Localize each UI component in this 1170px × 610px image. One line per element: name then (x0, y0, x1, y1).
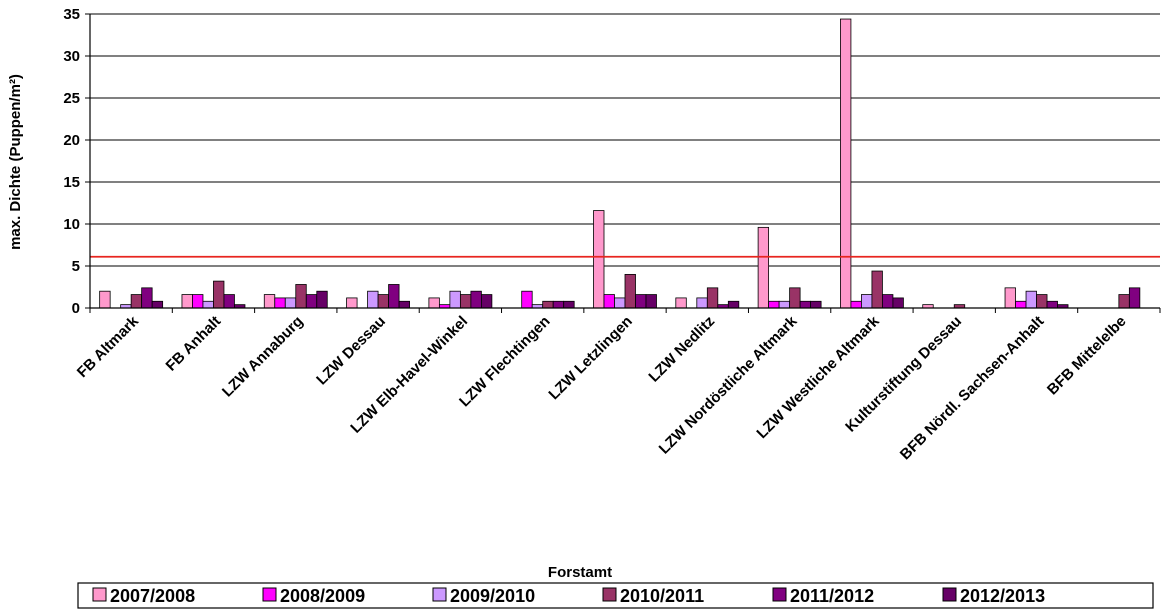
x-tick-label: FB Altmark (74, 312, 143, 381)
bar (1004, 287, 1016, 309)
bar (295, 284, 307, 309)
legend-label: 2010/2011 (620, 586, 704, 606)
bar (1118, 294, 1130, 309)
bar (316, 290, 328, 309)
bar (428, 297, 440, 309)
bar (1128, 287, 1141, 309)
bar (696, 297, 708, 309)
x-tick-label: LZW Nordöstliche Altmark (656, 312, 801, 457)
legend-label: 2012/2013 (960, 586, 1045, 606)
bar (593, 210, 605, 309)
bar (141, 287, 153, 309)
bar (882, 294, 894, 309)
bar (346, 297, 358, 309)
bar (563, 300, 575, 309)
y-tick-label: 15 (63, 174, 80, 191)
bar (778, 300, 791, 309)
bar (521, 290, 533, 309)
bar (871, 270, 883, 309)
axes (89, 14, 1161, 313)
bar (274, 297, 286, 309)
legend-label: 2008/2009 (280, 586, 365, 606)
x-tick-label: BFB Mittelelbe (1044, 313, 1130, 399)
bar (675, 297, 687, 309)
grid (90, 13, 1160, 267)
bar (757, 226, 770, 309)
bar (614, 297, 626, 309)
bar (727, 300, 740, 309)
legend-label: 2011/2012 (790, 586, 874, 606)
legend-label: 2009/2010 (450, 586, 535, 606)
bar (768, 300, 780, 309)
bar (892, 297, 904, 309)
bar (645, 294, 657, 309)
bar (789, 287, 801, 309)
bar (840, 18, 852, 309)
bar (624, 273, 636, 309)
bar (284, 297, 297, 309)
bar (202, 300, 214, 309)
y-tick-label: 5 (72, 258, 80, 275)
bar (263, 294, 276, 309)
y-tick-label: 0 (72, 300, 80, 317)
x-tick-label: LZW Annaburg (219, 313, 307, 401)
y-tick-label: 10 (63, 216, 80, 233)
bar (130, 294, 143, 309)
legend-swatch (262, 587, 277, 602)
bar (1046, 300, 1058, 309)
legend-swatch (772, 587, 787, 602)
bars (99, 18, 1141, 309)
bar (305, 294, 318, 309)
bar (181, 294, 193, 309)
bar (459, 294, 472, 309)
bar (398, 300, 410, 309)
bar (192, 294, 204, 309)
bar (1036, 294, 1048, 309)
bar (470, 290, 482, 309)
bar (850, 300, 862, 309)
bar (1025, 290, 1037, 309)
bar (799, 300, 812, 309)
x-tick-label: LZW Flechtingen (456, 313, 553, 410)
legend-label: 2007/2008 (110, 586, 195, 606)
legend-swatch (432, 587, 447, 602)
bar (810, 300, 822, 309)
x-tick-label: LZW Letzlingen (545, 313, 635, 403)
bar (1015, 300, 1027, 309)
bar (706, 287, 719, 309)
y-tick-labels: 0 5 10 15 20 25 30 35 (63, 6, 90, 317)
y-tick-label: 20 (63, 132, 80, 149)
bar (99, 290, 111, 309)
bar (542, 300, 554, 309)
y-axis-title: max. Dichte (Puppen/m²) (7, 74, 24, 250)
bar (603, 294, 615, 309)
bar (223, 294, 235, 309)
x-tick-label: LZW Nedlitz (645, 313, 718, 386)
bar (635, 294, 647, 309)
y-tick-label: 35 (63, 6, 80, 23)
bar (861, 294, 873, 309)
x-axis-title: Forstamt (548, 564, 612, 581)
legend-swatch (602, 587, 617, 602)
x-tick-label: FB Anhalt (163, 313, 225, 375)
bar (480, 294, 493, 309)
x-tick-label: LZW Dessau (313, 313, 389, 389)
legend: 2007/2008 2008/2009 2009/2010 2010/2011 2011… (77, 582, 1154, 609)
bar (388, 284, 400, 309)
bar (151, 300, 164, 309)
legend-swatch (92, 587, 107, 602)
legend-swatch (942, 587, 957, 602)
y-tick-label: 30 (63, 48, 80, 65)
bar (213, 280, 225, 309)
y-tick-label: 25 (63, 90, 80, 107)
bar (367, 290, 379, 309)
x-tick-label: BFB Nördl. Sachsen-Anhalt (897, 313, 1048, 464)
bar (377, 294, 389, 309)
bar (449, 290, 461, 309)
bar (552, 300, 565, 309)
